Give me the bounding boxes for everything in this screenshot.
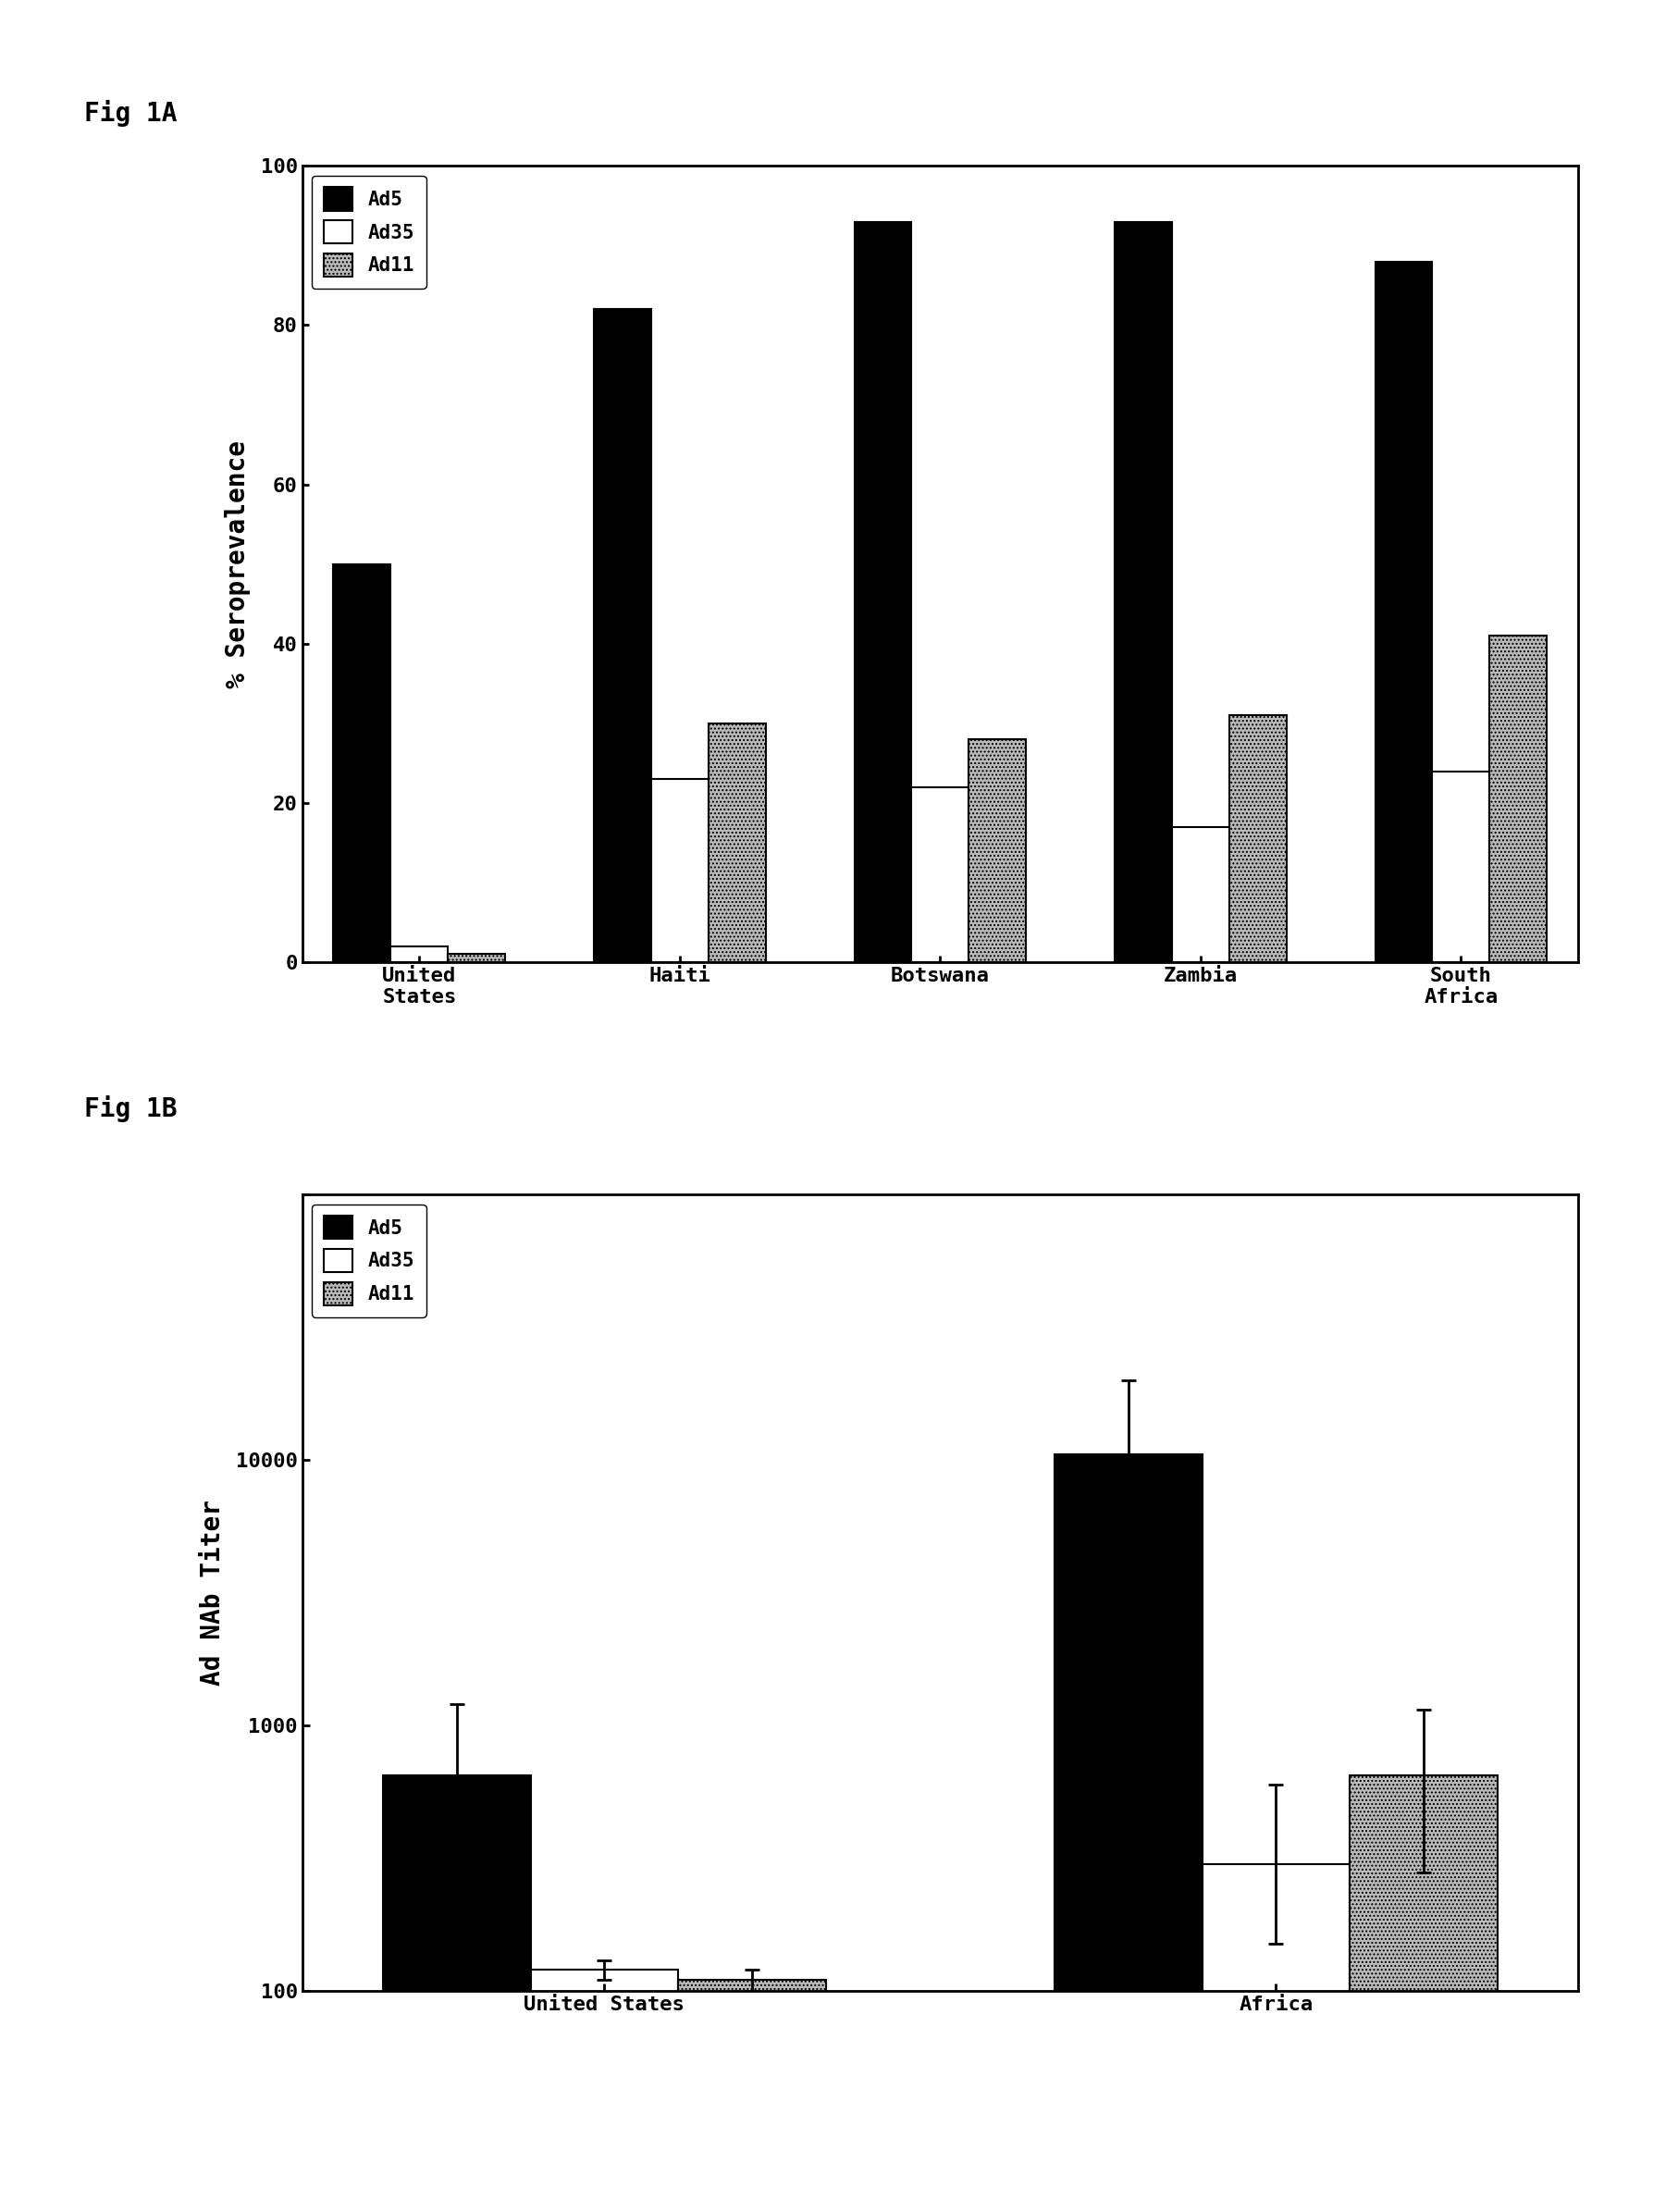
Bar: [854, 221, 911, 962]
Bar: [1349, 1774, 1497, 2212]
Bar: [334, 564, 391, 962]
Bar: [1054, 1453, 1201, 2212]
Bar: [968, 739, 1025, 962]
Bar: [594, 310, 651, 962]
Bar: [1431, 772, 1488, 962]
Bar: [678, 1980, 826, 2212]
Bar: [530, 1969, 678, 2212]
Bar: [708, 723, 765, 962]
Bar: [1114, 221, 1171, 962]
Bar: [391, 947, 448, 962]
Y-axis label: Ad NAb Titer: Ad NAb Titer: [200, 1500, 225, 1686]
Legend: Ad5, Ad35, Ad11: Ad5, Ad35, Ad11: [312, 1203, 426, 1316]
Text: Fig 1A: Fig 1A: [84, 100, 176, 126]
Bar: [1171, 827, 1228, 962]
Text: Fig 1B: Fig 1B: [84, 1095, 176, 1121]
Bar: [1228, 714, 1285, 962]
Bar: [1374, 261, 1431, 962]
Bar: [1488, 635, 1545, 962]
Bar: [911, 787, 968, 962]
Bar: [383, 1774, 530, 2212]
Y-axis label: % Seroprevalence: % Seroprevalence: [225, 440, 250, 688]
Legend: Ad5, Ad35, Ad11: Ad5, Ad35, Ad11: [312, 175, 426, 288]
Bar: [448, 953, 505, 962]
Bar: [1201, 1865, 1349, 2212]
Bar: [651, 779, 708, 962]
